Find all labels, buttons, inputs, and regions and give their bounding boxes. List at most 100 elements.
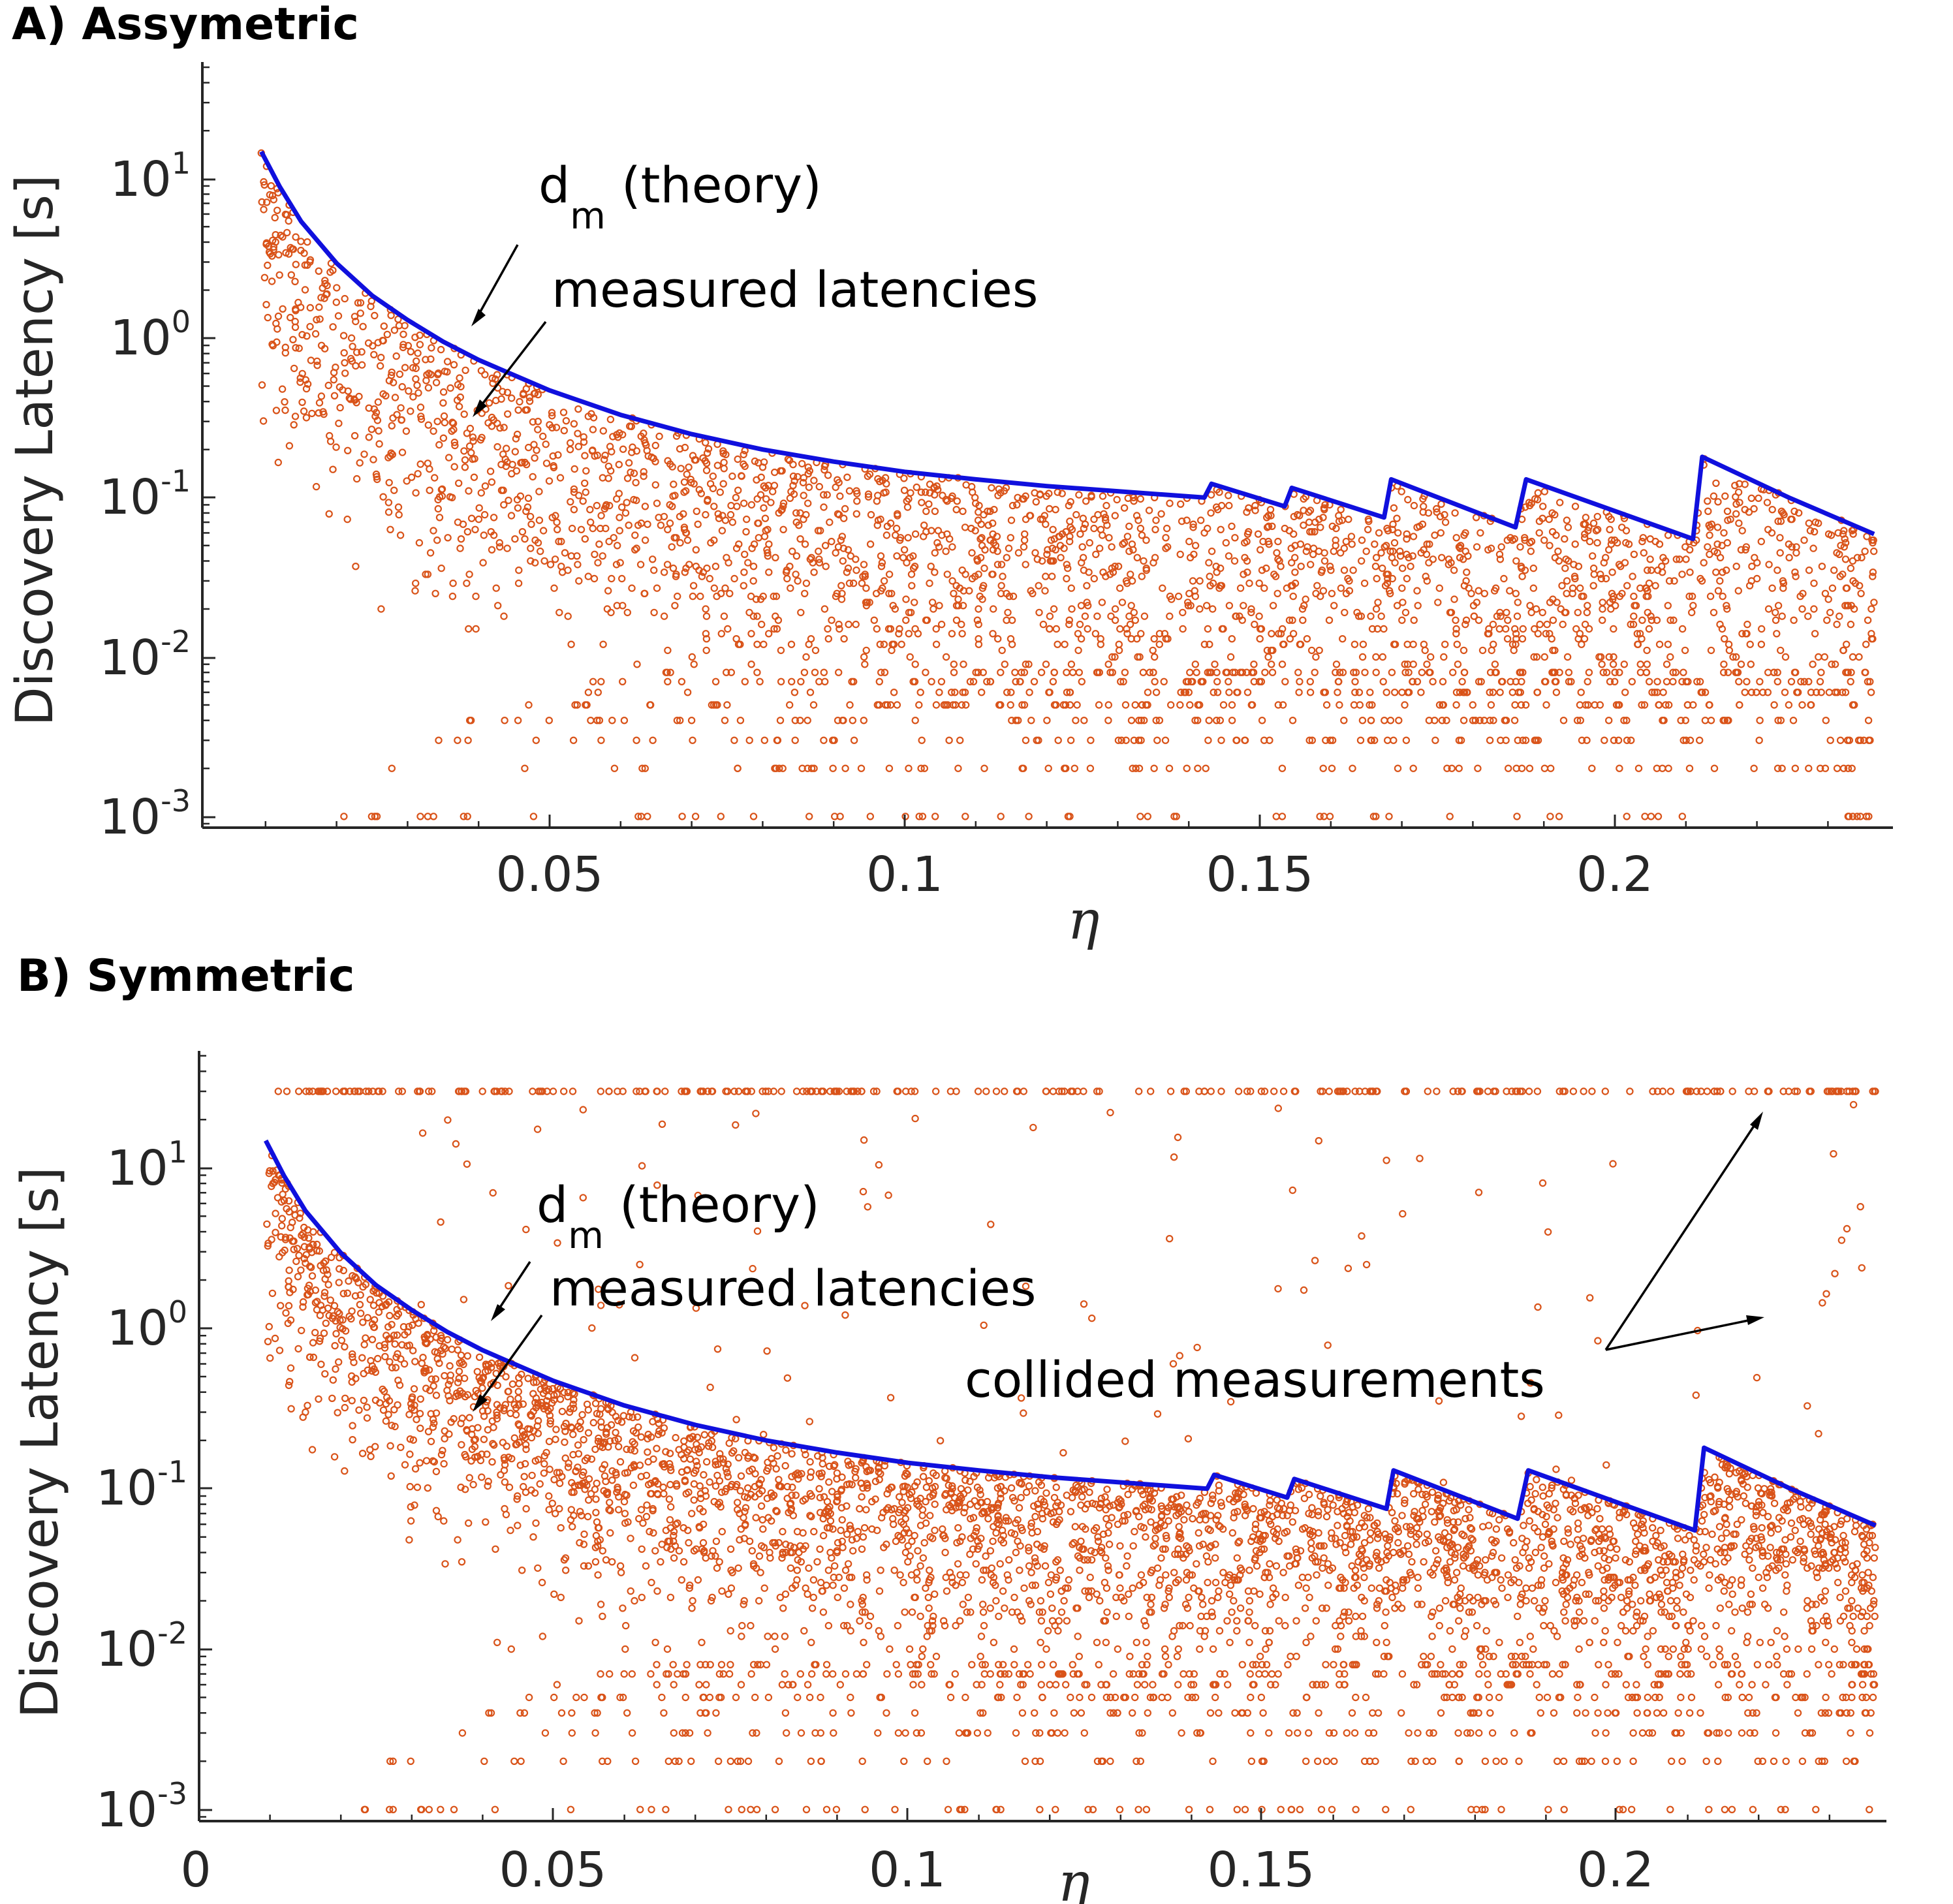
scatter-point: [394, 315, 402, 323]
scatter-point: [371, 413, 379, 420]
panel-a-title: A) Assymetric: [12, 0, 359, 50]
scatter-point: [1241, 736, 1249, 744]
scatter-point: [1204, 736, 1212, 744]
scatter-point: [960, 661, 967, 668]
scatter-point: [1563, 653, 1572, 661]
scatter-point: [828, 537, 836, 546]
scatter-point: [1403, 535, 1411, 543]
scatter-point: [302, 384, 311, 393]
scatter-point: [521, 535, 529, 543]
scatter-point: [411, 1501, 418, 1509]
scatter-point: [1824, 1621, 1832, 1630]
scatter-point: [1611, 668, 1619, 676]
scatter-point: [1492, 1525, 1501, 1533]
scatter-point: [765, 540, 773, 548]
scatter-point: [1610, 625, 1617, 633]
scatter-point: [1738, 630, 1746, 638]
scatter-point: [820, 668, 828, 676]
scatter-point: [570, 506, 578, 514]
scatter-point: [450, 426, 458, 433]
scatter-point: [702, 1458, 711, 1466]
scatter-point: [1539, 514, 1546, 522]
scatter-point: [1152, 516, 1160, 524]
scatter-point: [975, 605, 982, 613]
scatter-point: [487, 528, 495, 536]
scatter-point: [681, 569, 689, 576]
scatter-point: [273, 325, 281, 333]
scatter-point: [1289, 530, 1298, 538]
scatter-point: [864, 1621, 873, 1630]
scatter-point: [1719, 592, 1726, 601]
scatter-point: [792, 552, 801, 560]
scatter-point: [1137, 630, 1145, 638]
scatter-point: [1349, 764, 1356, 772]
scatter-point: [1174, 592, 1183, 601]
scatter-point: [446, 384, 454, 392]
scatter-point: [1787, 515, 1795, 523]
scatter-point: [1150, 635, 1158, 643]
scatter-point: [1836, 736, 1845, 744]
scatter-point: [1140, 612, 1149, 620]
scatter-point: [952, 582, 960, 590]
scatter-point: [331, 1341, 339, 1350]
scatter-point: [1477, 678, 1485, 686]
scatter-point: [1664, 602, 1672, 610]
scatter-point: [1330, 602, 1338, 610]
scatter-point: [557, 563, 565, 570]
scatter-point: [287, 1364, 295, 1372]
scatter-point: [1657, 1608, 1665, 1616]
scatter-point: [1127, 602, 1135, 610]
scatter-point: [777, 678, 785, 686]
scatter-point: [522, 507, 530, 516]
scatter-point: [1690, 1576, 1698, 1584]
scatter-point: [1357, 557, 1366, 565]
scatter-point: [765, 569, 773, 576]
scatter-point: [1747, 577, 1755, 585]
scatter-point: [1642, 584, 1649, 592]
scatter-point: [1527, 1558, 1535, 1566]
scatter-point: [787, 640, 796, 648]
scatter-point: [1842, 668, 1850, 676]
scatter-point: [1202, 764, 1210, 772]
scatter-point: [1748, 1600, 1756, 1608]
scatter-point: [475, 1353, 484, 1361]
scatter-point: [1785, 554, 1793, 562]
scatter-point: [672, 570, 680, 578]
scatter-point: [497, 395, 505, 403]
scatter-point: [1417, 688, 1425, 696]
scatter-point: [1261, 1627, 1270, 1635]
scatter-point: [783, 1482, 792, 1491]
panel-a-arrow-theory: [471, 244, 519, 326]
scatter-point: [1867, 688, 1875, 696]
scatter-point: [925, 1604, 933, 1612]
scatter-point: [721, 584, 729, 592]
scatter-point: [386, 525, 394, 534]
scatter-point: [787, 678, 796, 686]
scatter-point: [1196, 1645, 1204, 1653]
scatter-point: [1074, 1632, 1082, 1640]
scatter-point: [495, 543, 504, 551]
scatter-point: [1372, 653, 1380, 661]
scatter-point: [285, 1381, 293, 1390]
scatter-point: [1833, 764, 1841, 772]
scatter-point: [572, 1467, 580, 1475]
scatter-point: [701, 439, 710, 446]
scatter-point: [372, 470, 381, 478]
scatter-point: [623, 499, 631, 507]
scatter-point: [1198, 1593, 1206, 1601]
scatter-point: [1340, 566, 1349, 574]
scatter-point: [1225, 1495, 1234, 1503]
scatter-point: [1256, 546, 1264, 554]
scatter-point: [745, 608, 753, 617]
scatter-point: [1204, 668, 1212, 676]
scatter-point: [1162, 544, 1170, 552]
scatter-point: [417, 415, 426, 423]
scatter-point: [424, 813, 432, 820]
scatter-point: [1212, 1516, 1220, 1524]
scatter-point: [1451, 1554, 1459, 1562]
scatter-point: [1403, 530, 1411, 538]
scatter-point: [1564, 523, 1572, 531]
scatter-point: [303, 332, 311, 340]
scatter-point: [1183, 1604, 1192, 1612]
scatter-point: [1652, 1531, 1660, 1540]
